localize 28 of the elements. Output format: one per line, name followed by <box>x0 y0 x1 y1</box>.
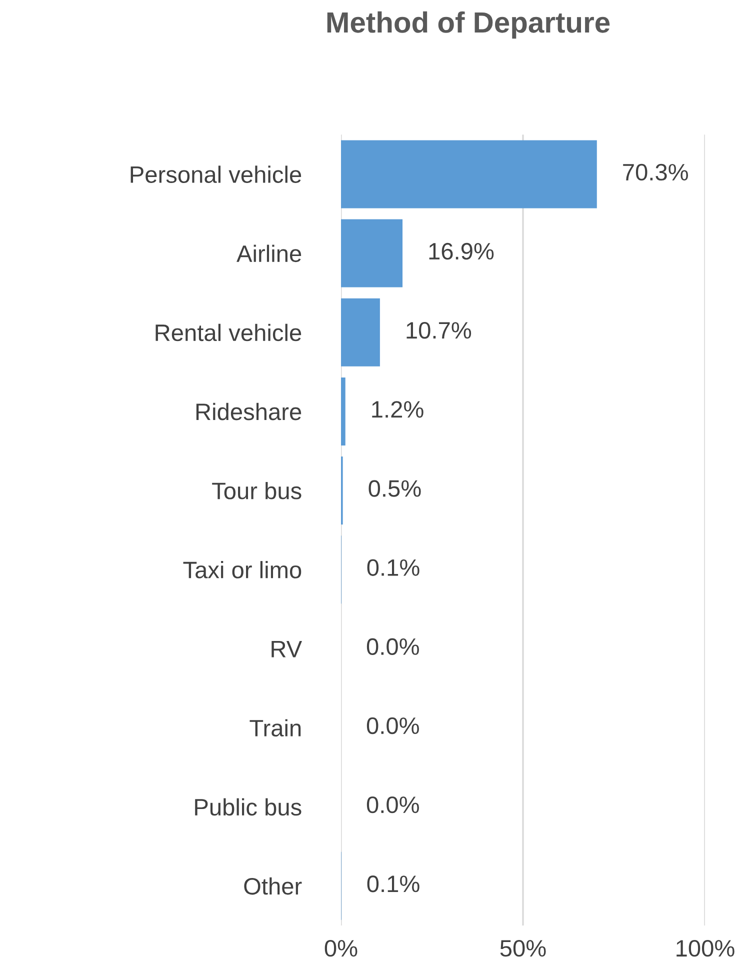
y-tick-label: Taxi or limo <box>183 561 302 578</box>
y-tick-label: Personal vehicle <box>130 166 302 184</box>
y-tick-label: Airline <box>236 244 302 262</box>
y-tick-label: RV <box>272 640 302 658</box>
data-label: 0.1% <box>367 559 420 576</box>
bar <box>341 219 403 288</box>
y-tick-label: Public bus <box>195 798 302 816</box>
data-label: 0.1% <box>367 876 420 892</box>
bar <box>341 140 597 208</box>
data-label: 0.0% <box>366 796 419 814</box>
data-label: 10.7% <box>406 322 472 339</box>
bar <box>341 298 380 366</box>
y-tick-label: Tour bus <box>212 482 302 500</box>
x-tick-label: 50% <box>500 940 546 957</box>
y-tick-label: Rental vehicle <box>156 324 302 342</box>
y-tick-label: Train <box>250 719 301 737</box>
data-label: 0.0% <box>366 717 419 734</box>
data-label: 0.0% <box>366 638 419 656</box>
data-label: 1.2% <box>372 401 424 418</box>
x-tick-label: 100% <box>676 940 734 957</box>
y-tick-label: Rideshare <box>196 402 302 420</box>
bar <box>341 377 346 446</box>
x-tick-label: 0% <box>324 940 358 957</box>
chart-title: Method of Departure <box>327 11 610 39</box>
data-label: 70.3% <box>623 164 688 181</box>
y-tick-label: Other <box>244 877 302 895</box>
data-label: 16.9% <box>429 242 494 260</box>
data-label: 0.5% <box>368 480 421 497</box>
